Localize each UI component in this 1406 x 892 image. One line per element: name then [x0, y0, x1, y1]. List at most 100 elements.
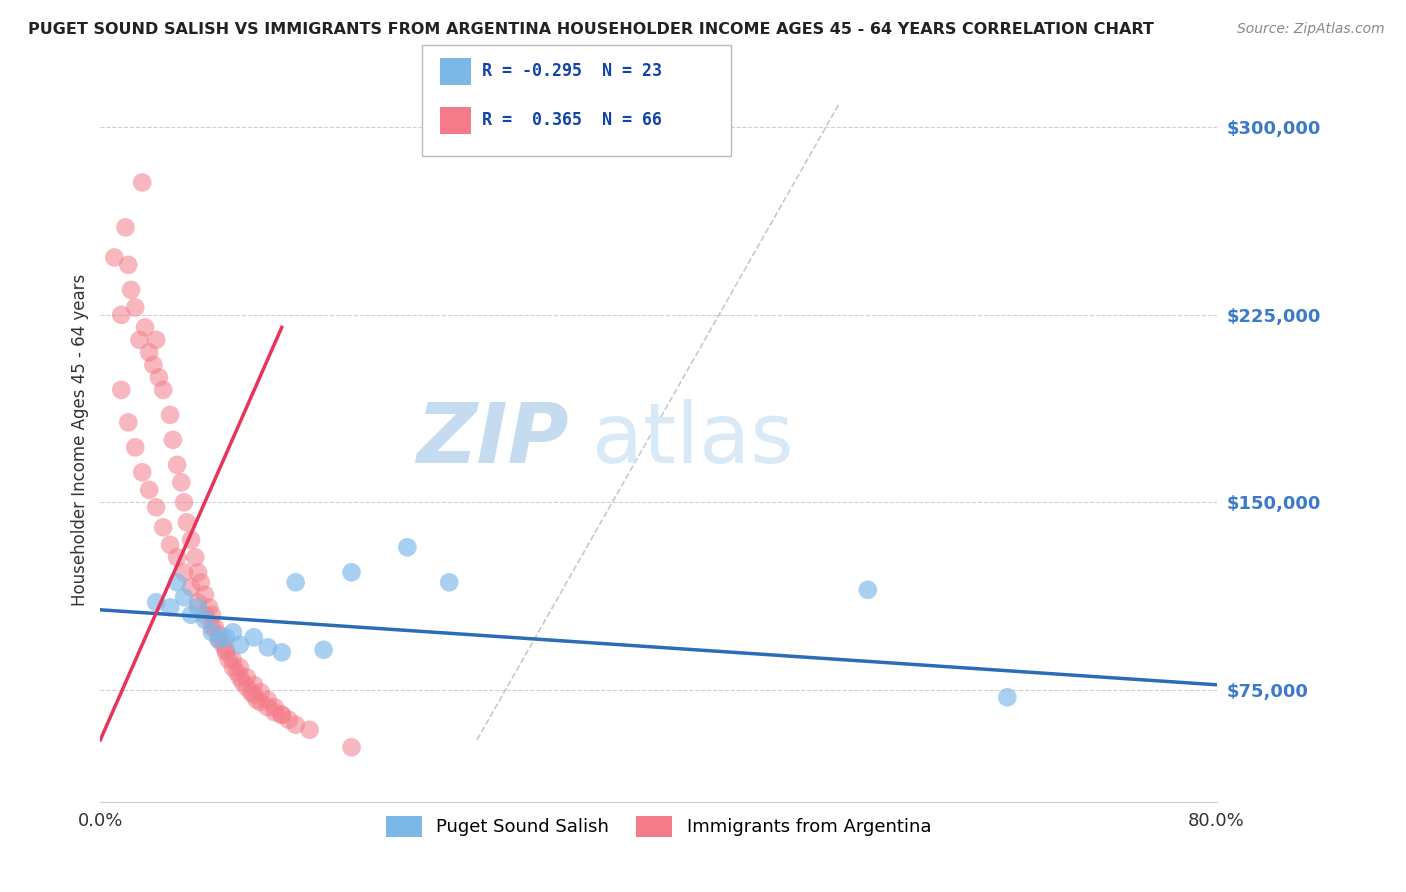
- Point: [215, 642, 238, 657]
- Point: [212, 638, 235, 652]
- Point: [198, 600, 221, 615]
- Point: [201, 620, 224, 634]
- Point: [117, 415, 139, 429]
- Point: [180, 580, 202, 594]
- Point: [208, 628, 231, 642]
- Point: [110, 308, 132, 322]
- Point: [184, 550, 207, 565]
- Point: [215, 630, 238, 644]
- Point: [194, 607, 217, 622]
- Point: [131, 466, 153, 480]
- Point: [128, 333, 150, 347]
- Point: [152, 520, 174, 534]
- Point: [170, 475, 193, 490]
- Text: R = -0.295  N = 23: R = -0.295 N = 23: [482, 62, 662, 80]
- Y-axis label: Householder Income Ages 45 - 64 years: Householder Income Ages 45 - 64 years: [72, 274, 89, 606]
- Point: [437, 575, 460, 590]
- Point: [249, 685, 271, 699]
- Point: [201, 607, 224, 622]
- Point: [117, 258, 139, 272]
- Point: [152, 383, 174, 397]
- Point: [222, 660, 245, 674]
- Point: [134, 320, 156, 334]
- Point: [229, 660, 252, 674]
- Point: [187, 566, 209, 580]
- Point: [110, 383, 132, 397]
- Point: [340, 566, 363, 580]
- Point: [187, 595, 209, 609]
- Point: [270, 707, 292, 722]
- Point: [277, 713, 299, 727]
- Point: [284, 718, 307, 732]
- Point: [222, 625, 245, 640]
- Text: ZIP: ZIP: [416, 400, 569, 481]
- Point: [190, 575, 212, 590]
- Point: [187, 600, 209, 615]
- Point: [166, 575, 188, 590]
- Point: [114, 220, 136, 235]
- Point: [215, 645, 238, 659]
- Point: [229, 638, 252, 652]
- Point: [148, 370, 170, 384]
- Point: [284, 575, 307, 590]
- Point: [145, 333, 167, 347]
- Point: [218, 653, 240, 667]
- Point: [246, 693, 269, 707]
- Point: [162, 433, 184, 447]
- Point: [270, 707, 292, 722]
- Point: [856, 582, 879, 597]
- Text: PUGET SOUND SALISH VS IMMIGRANTS FROM ARGENTINA HOUSEHOLDER INCOME AGES 45 - 64 : PUGET SOUND SALISH VS IMMIGRANTS FROM AR…: [28, 22, 1154, 37]
- Point: [180, 607, 202, 622]
- Point: [243, 688, 266, 702]
- Text: Source: ZipAtlas.com: Source: ZipAtlas.com: [1237, 22, 1385, 37]
- Point: [249, 695, 271, 709]
- Point: [240, 685, 263, 699]
- Point: [263, 700, 285, 714]
- Point: [232, 675, 254, 690]
- Point: [166, 458, 188, 472]
- Point: [159, 538, 181, 552]
- Point: [226, 665, 249, 680]
- Point: [194, 613, 217, 627]
- Point: [340, 740, 363, 755]
- Point: [120, 283, 142, 297]
- Point: [145, 500, 167, 515]
- Point: [173, 495, 195, 509]
- Legend: Puget Sound Salish, Immigrants from Argentina: Puget Sound Salish, Immigrants from Arge…: [378, 809, 938, 844]
- Point: [229, 670, 252, 684]
- Point: [243, 678, 266, 692]
- Point: [995, 690, 1018, 705]
- Point: [263, 706, 285, 720]
- Point: [396, 541, 419, 555]
- Point: [222, 653, 245, 667]
- Point: [124, 441, 146, 455]
- Point: [138, 483, 160, 497]
- Point: [201, 625, 224, 640]
- Point: [166, 550, 188, 565]
- Point: [159, 600, 181, 615]
- Point: [236, 670, 259, 684]
- Point: [256, 700, 278, 714]
- Point: [208, 632, 231, 647]
- Point: [131, 176, 153, 190]
- Point: [298, 723, 321, 737]
- Point: [159, 408, 181, 422]
- Point: [208, 632, 231, 647]
- Point: [243, 630, 266, 644]
- Point: [173, 591, 195, 605]
- Point: [236, 681, 259, 695]
- Point: [312, 642, 335, 657]
- Point: [103, 251, 125, 265]
- Point: [180, 533, 202, 547]
- Text: R =  0.365  N = 66: R = 0.365 N = 66: [482, 112, 662, 129]
- Point: [176, 516, 198, 530]
- Point: [124, 301, 146, 315]
- Point: [256, 693, 278, 707]
- Point: [194, 588, 217, 602]
- Point: [173, 566, 195, 580]
- Point: [142, 358, 165, 372]
- Point: [145, 595, 167, 609]
- Point: [256, 640, 278, 655]
- Text: atlas: atlas: [592, 400, 793, 481]
- Point: [138, 345, 160, 359]
